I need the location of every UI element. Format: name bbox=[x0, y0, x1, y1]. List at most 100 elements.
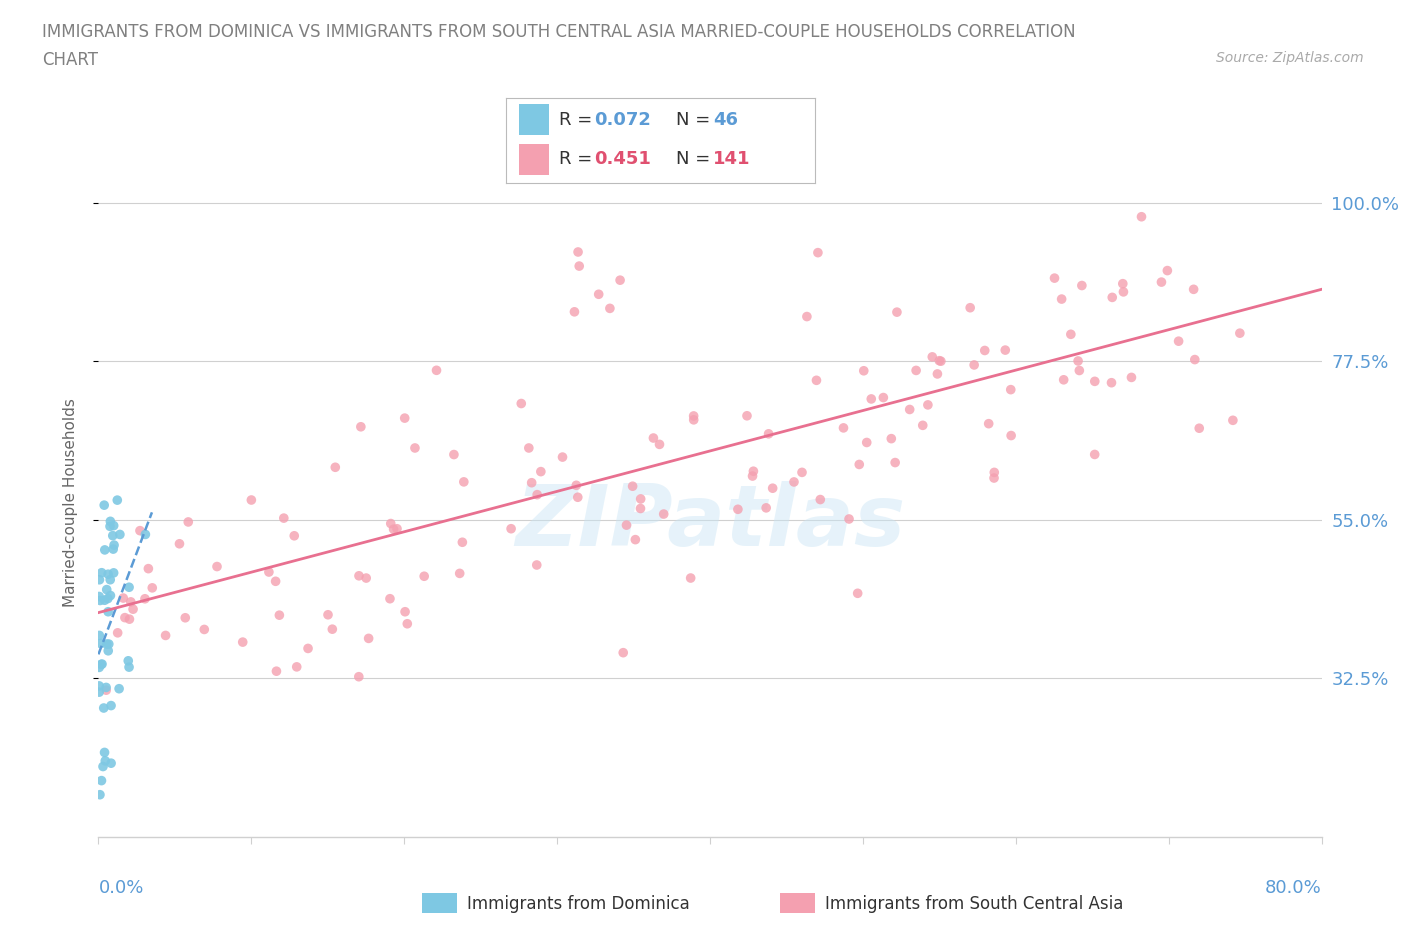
Text: Immigrants from South Central Asia: Immigrants from South Central Asia bbox=[825, 895, 1123, 913]
Point bbox=[588, 286, 610, 301]
Point bbox=[94, 753, 117, 768]
Point bbox=[911, 418, 934, 432]
Point bbox=[1112, 276, 1135, 291]
Point bbox=[1067, 353, 1090, 368]
Point bbox=[1156, 263, 1178, 278]
Point bbox=[1060, 326, 1083, 341]
Point bbox=[1182, 282, 1205, 297]
Point bbox=[517, 441, 540, 456]
Point bbox=[269, 607, 291, 622]
Point bbox=[96, 582, 118, 597]
Point bbox=[90, 773, 112, 788]
Point bbox=[112, 591, 135, 605]
Point bbox=[101, 528, 124, 543]
Point bbox=[103, 541, 125, 556]
Text: N =: N = bbox=[676, 111, 716, 129]
Point bbox=[103, 565, 125, 580]
Point bbox=[905, 363, 928, 378]
Point bbox=[929, 353, 952, 368]
Point bbox=[283, 528, 305, 543]
Point bbox=[1112, 285, 1135, 299]
Point bbox=[451, 535, 474, 550]
Point bbox=[616, 518, 638, 533]
Point bbox=[1070, 278, 1092, 293]
Point bbox=[1084, 374, 1107, 389]
Point bbox=[1184, 352, 1206, 367]
Point bbox=[394, 411, 416, 426]
Point bbox=[917, 397, 939, 412]
Point bbox=[100, 588, 122, 603]
Point bbox=[1121, 370, 1143, 385]
Point bbox=[921, 350, 943, 365]
Point bbox=[380, 516, 402, 531]
Point bbox=[89, 593, 111, 608]
Point bbox=[100, 756, 122, 771]
Point bbox=[129, 524, 152, 538]
Point bbox=[1053, 372, 1076, 387]
Point bbox=[838, 512, 860, 526]
Point bbox=[394, 604, 416, 619]
Text: N =: N = bbox=[676, 151, 716, 168]
Point bbox=[100, 514, 122, 529]
Point bbox=[551, 449, 574, 464]
Point bbox=[96, 683, 118, 698]
Point bbox=[97, 604, 120, 619]
Point bbox=[1101, 376, 1123, 391]
Point bbox=[643, 431, 665, 445]
Point bbox=[89, 679, 111, 694]
Point bbox=[240, 493, 263, 508]
Point bbox=[526, 558, 548, 573]
Point bbox=[806, 373, 828, 388]
Point bbox=[1167, 334, 1189, 349]
Point bbox=[884, 455, 907, 470]
Point bbox=[94, 680, 117, 695]
Point bbox=[382, 522, 405, 537]
Point bbox=[959, 300, 981, 315]
Point bbox=[103, 538, 125, 552]
Point bbox=[855, 435, 877, 450]
Point bbox=[114, 610, 136, 625]
Point bbox=[796, 309, 818, 324]
Point bbox=[141, 580, 163, 595]
Point bbox=[621, 479, 644, 494]
Text: 0.0%: 0.0% bbox=[98, 879, 143, 897]
Point bbox=[90, 565, 112, 580]
Point bbox=[134, 527, 156, 542]
Point bbox=[122, 602, 145, 617]
Point bbox=[1000, 428, 1022, 443]
Point bbox=[404, 441, 426, 456]
Point bbox=[510, 396, 533, 411]
Point bbox=[567, 245, 589, 259]
Point bbox=[1188, 420, 1211, 435]
Text: 80.0%: 80.0% bbox=[1265, 879, 1322, 897]
Point bbox=[413, 569, 436, 584]
Point bbox=[97, 637, 120, 652]
Point bbox=[96, 636, 118, 651]
Point bbox=[91, 657, 114, 671]
Point bbox=[983, 471, 1005, 485]
Point bbox=[927, 366, 949, 381]
Point bbox=[1043, 271, 1066, 286]
Point bbox=[630, 501, 652, 516]
Text: 0.072: 0.072 bbox=[595, 111, 651, 129]
Point bbox=[568, 259, 591, 273]
Point bbox=[501, 522, 523, 537]
Point bbox=[852, 364, 875, 379]
Text: CHART: CHART bbox=[42, 51, 98, 69]
FancyBboxPatch shape bbox=[519, 104, 550, 135]
Point bbox=[93, 700, 115, 715]
Point bbox=[682, 408, 704, 423]
Point bbox=[783, 474, 806, 489]
Point bbox=[973, 343, 995, 358]
Point bbox=[155, 628, 177, 643]
Point bbox=[264, 574, 287, 589]
Point bbox=[94, 542, 117, 557]
Text: Source: ZipAtlas.com: Source: ZipAtlas.com bbox=[1216, 51, 1364, 65]
Point bbox=[266, 664, 288, 679]
Point bbox=[963, 357, 986, 372]
Point bbox=[1084, 447, 1107, 462]
Point bbox=[530, 464, 553, 479]
Point bbox=[93, 498, 115, 512]
Text: R =: R = bbox=[558, 111, 598, 129]
Point bbox=[727, 502, 749, 517]
